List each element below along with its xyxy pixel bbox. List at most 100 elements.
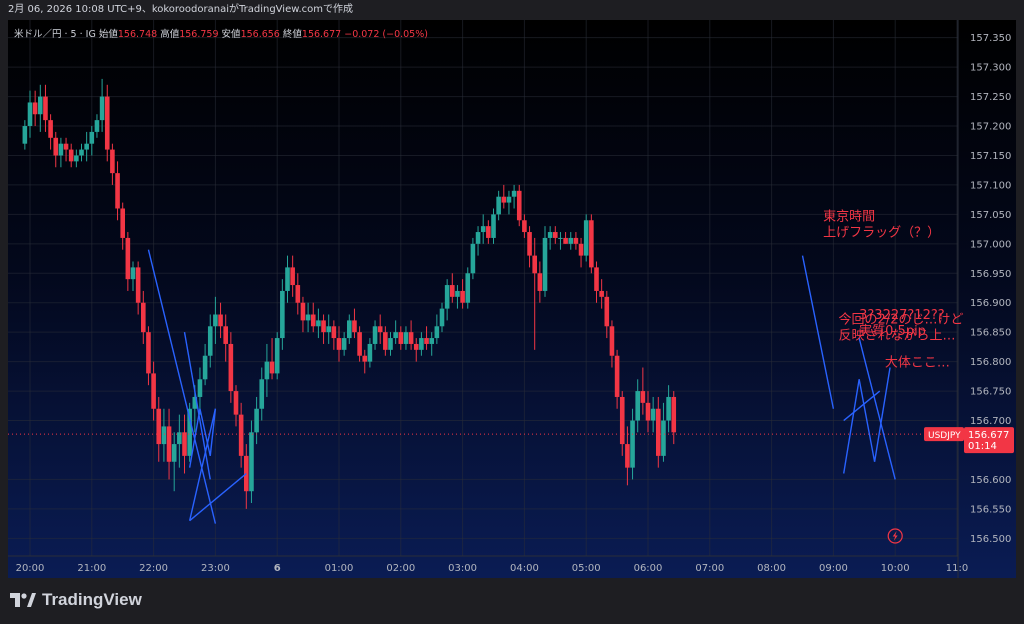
trendline-drawing[interactable] [183, 332, 211, 480]
y-tick-label: 156.550 [970, 504, 1011, 515]
candle [558, 232, 563, 250]
candle [146, 326, 151, 386]
chart-panel[interactable]: 157.350 157.300 157.250 157.200 157.150 157.1… [8, 20, 1016, 578]
candle [207, 314, 213, 368]
annotation-text[interactable]: 反映されながら上… [839, 328, 956, 343]
candle [491, 208, 496, 244]
trendline-drawing[interactable] [843, 390, 881, 422]
candle [238, 402, 244, 468]
candle [285, 255, 290, 303]
candle [295, 273, 301, 315]
annotation-text[interactable]: 東京時間 [823, 208, 875, 224]
annotation-text[interactable]: 大体ここ… [885, 355, 950, 370]
candle [434, 314, 440, 344]
candle [656, 396, 661, 468]
candle [58, 137, 64, 168]
candle [249, 420, 254, 503]
candle [305, 302, 311, 333]
candle [506, 190, 512, 215]
trendline-drawing[interactable] [843, 379, 860, 474]
candle [403, 326, 409, 350]
trendline-drawing[interactable] [209, 408, 217, 456]
trendline-drawing[interactable] [189, 473, 247, 522]
candle [522, 214, 527, 238]
x-tick-label: 04:00 [510, 563, 539, 574]
trendline-drawing[interactable] [858, 379, 876, 462]
y-tick-label: 157.200 [970, 122, 1011, 133]
candle [661, 402, 666, 462]
chart-caption: 2月 06, 2026 10:08 UTC+9、kokoroodoranaiがT… [8, 4, 354, 15]
candle [614, 349, 620, 409]
candle [372, 320, 378, 350]
candle [347, 314, 352, 344]
candle [274, 332, 280, 380]
price-tag-price: 156.677 [968, 430, 1009, 441]
y-tick-label: 157.300 [970, 63, 1011, 74]
candle [553, 226, 558, 244]
candle [455, 285, 460, 309]
footer-bar: TradingView [0, 578, 1024, 624]
candle [321, 314, 326, 344]
candle [341, 332, 347, 356]
x-tick-label: 03:00 [448, 563, 477, 574]
annotation-text[interactable]: 今回の2/2のじ…けど [839, 311, 964, 327]
annotation-text[interactable]: 実質0.5pip [859, 323, 926, 339]
tradingview-brand-text: TradingView [42, 590, 142, 609]
candle [599, 279, 604, 309]
candle [166, 408, 172, 480]
candle [398, 326, 404, 350]
x-tick-label: 02:00 [386, 563, 415, 574]
y-tick-label: 156.850 [970, 328, 1011, 339]
candle [578, 237, 584, 268]
candle [671, 391, 677, 445]
candle [413, 338, 419, 362]
candle [197, 367, 203, 415]
candle [542, 226, 548, 297]
candle [290, 255, 295, 297]
x-tick-label: 07:00 [695, 563, 724, 574]
candle [79, 143, 84, 162]
lightning-event-icon[interactable] [887, 528, 903, 544]
trendline-drawing[interactable] [801, 255, 835, 409]
y-tick-label: 156.700 [970, 416, 1011, 427]
candle [604, 290, 610, 339]
candle [352, 308, 357, 339]
trendline-drawing[interactable] [873, 367, 891, 462]
trendline-drawing[interactable] [199, 408, 211, 457]
candle [223, 314, 228, 362]
annotation-text[interactable]: 3?3227?12?? [859, 308, 945, 323]
candle [439, 302, 445, 333]
candle [115, 161, 120, 221]
x-tick-label: 06:00 [634, 563, 663, 574]
trendline-drawing[interactable] [147, 249, 217, 524]
candle [48, 114, 53, 150]
candle [537, 261, 543, 303]
candle [470, 237, 476, 280]
candle [89, 126, 95, 156]
candle [254, 396, 259, 445]
y-tick-label: 156.900 [970, 298, 1011, 309]
trendline-drawing[interactable] [858, 337, 896, 480]
candle [151, 361, 156, 421]
candle [362, 349, 368, 374]
x-tick-label: 11:0 [946, 563, 968, 574]
tradingview-logo[interactable]: TradingView [10, 590, 142, 610]
candle [547, 226, 553, 250]
candle [424, 326, 429, 350]
annotation-text[interactable]: 上げフラッグ（？） [823, 225, 940, 240]
candle [104, 84, 110, 162]
candle [32, 90, 38, 127]
candlestick-chart[interactable]: 157.350 157.300 157.250 157.200 157.150 157.1… [8, 20, 1016, 578]
candle [264, 343, 270, 397]
candle [444, 279, 450, 321]
trendline-drawing[interactable] [188, 408, 201, 468]
trendline-drawing[interactable] [188, 408, 217, 521]
candle [161, 408, 167, 462]
candle [213, 296, 218, 344]
y-tick-label: 157.250 [970, 92, 1011, 103]
x-tick-label: 6 [274, 563, 281, 574]
x-tick-label: 20:00 [16, 563, 45, 574]
candle [630, 408, 635, 480]
candle [568, 232, 574, 250]
candle [125, 232, 131, 291]
